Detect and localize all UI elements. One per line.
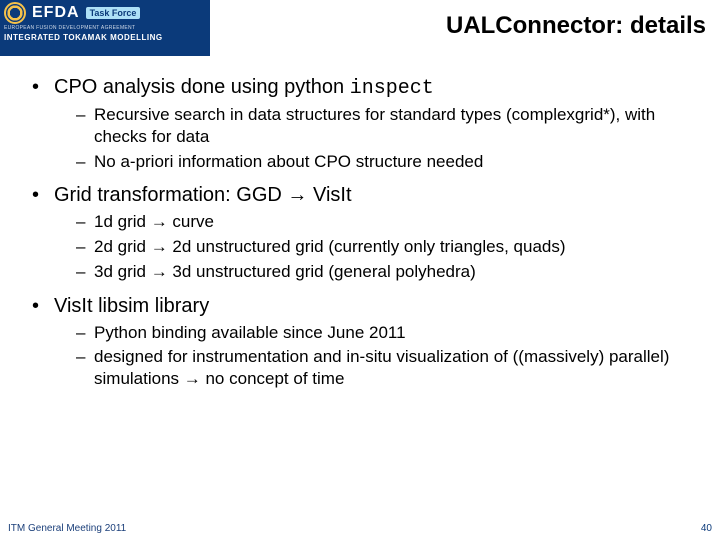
bullet-1-text: CPO analysis done using python [54,76,350,98]
bullet-1-subs: Recursive search in data structures for … [54,104,702,172]
bullet-2-post: VisIt [307,184,351,206]
bullet-2: Grid transformation: GGD → VisIt 1d grid… [22,184,702,282]
bullet-1: CPO analysis done using python inspect R… [22,76,702,172]
efda-text: EFDA [32,4,80,22]
bullet-3: VisIt libsim library Python binding avai… [22,295,702,390]
logo-subtext-1: EUROPEAN FUSION DEVELOPMENT AGREEMENT [4,25,204,31]
sub-2-1: 2d grid → 2d unstructured grid (currentl… [54,236,702,258]
efda-logo: EFDA Task Force EUROPEAN FUSION DEVELOPM… [0,0,210,56]
footer-left: ITM General Meeting 2011 [8,523,126,534]
efda-ring-icon [4,2,26,24]
arrow-icon: → [287,184,307,206]
page-number: 40 [701,523,712,534]
slide-title: UALConnector: details [210,0,720,40]
taskforce-badge: Task Force [86,7,141,19]
bullet-3-subs: Python binding available since June 2011… [54,322,702,390]
slide-footer: ITM General Meeting 2011 40 [8,523,712,534]
slide-content: CPO analysis done using python inspect R… [0,56,720,390]
bullet-2-subs: 1d grid → curve 2d grid → 2d unstructure… [54,211,702,282]
sub-1-1: No a-priori information about CPO struct… [54,151,702,173]
slide-header: EFDA Task Force EUROPEAN FUSION DEVELOPM… [0,0,720,56]
bullet-list: CPO analysis done using python inspect R… [22,76,702,390]
sub-2-2: 3d grid → 3d unstructured grid (general … [54,261,702,283]
bullet-1-code: inspect [350,77,434,100]
logo-subtext-2: INTEGRATED TOKAMAK MODELLING [4,33,204,42]
bullet-2-pre: Grid transformation: GGD [54,184,287,206]
logo-top-row: EFDA Task Force [4,2,204,24]
sub-1-0: Recursive search in data structures for … [54,104,702,148]
sub-3-0: Python binding available since June 2011 [54,322,702,344]
sub-3-1: designed for instrumentation and in-situ… [54,346,702,390]
sub-2-0: 1d grid → curve [54,211,702,233]
bullet-3-text: VisIt libsim library [54,295,209,317]
